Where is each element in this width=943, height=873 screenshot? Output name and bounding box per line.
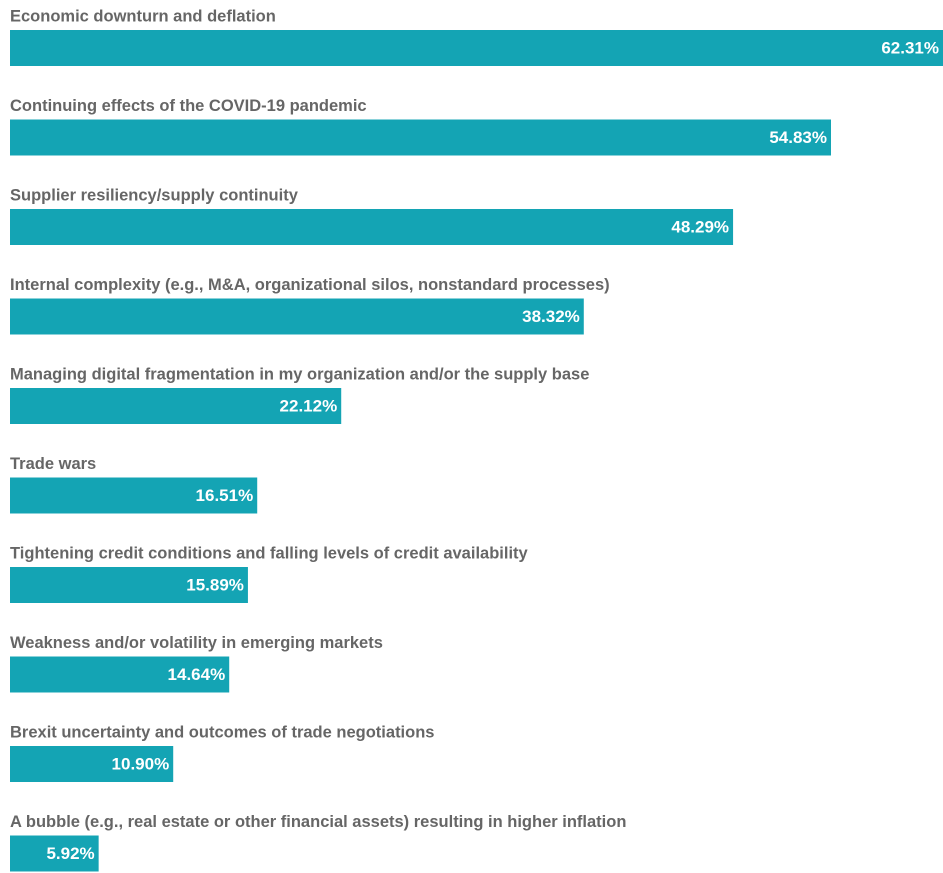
value-label: 14.64% xyxy=(168,665,226,684)
category-label: Weakness and/or volatility in emerging m… xyxy=(10,634,383,652)
bar xyxy=(10,656,230,693)
bar xyxy=(10,388,342,424)
bar xyxy=(10,477,258,514)
bar xyxy=(10,30,943,66)
category-label: Trade wars xyxy=(10,455,96,473)
value-label: 48.29% xyxy=(671,217,729,236)
category-label: Continuing effects of the COVID-19 pande… xyxy=(10,97,367,115)
bar xyxy=(10,298,584,335)
value-label: 54.83% xyxy=(769,128,827,147)
value-label: 22.12% xyxy=(280,396,338,415)
value-label: 16.51% xyxy=(196,486,254,505)
bar xyxy=(10,209,734,245)
category-label: Economic downturn and deflation xyxy=(10,7,276,25)
value-label: 5.92% xyxy=(46,844,94,863)
value-label: 10.90% xyxy=(112,754,170,773)
bar xyxy=(10,835,99,872)
category-label: Managing digital fragmentation in my org… xyxy=(10,365,589,383)
bar xyxy=(10,119,831,156)
bar xyxy=(10,746,174,782)
category-label: A bubble (e.g., real estate or other fin… xyxy=(10,813,626,831)
category-label: Supplier resiliency/supply continuity xyxy=(10,186,299,204)
bar xyxy=(10,567,248,603)
category-label: Brexit uncertainty and outcomes of trade… xyxy=(10,723,434,741)
value-label: 38.32% xyxy=(522,307,580,326)
category-label: Internal complexity (e.g., M&A, organiza… xyxy=(10,276,610,294)
value-label: 15.89% xyxy=(186,575,244,594)
value-label: 62.31% xyxy=(881,38,939,57)
category-label: Tightening credit conditions and falling… xyxy=(10,544,529,562)
